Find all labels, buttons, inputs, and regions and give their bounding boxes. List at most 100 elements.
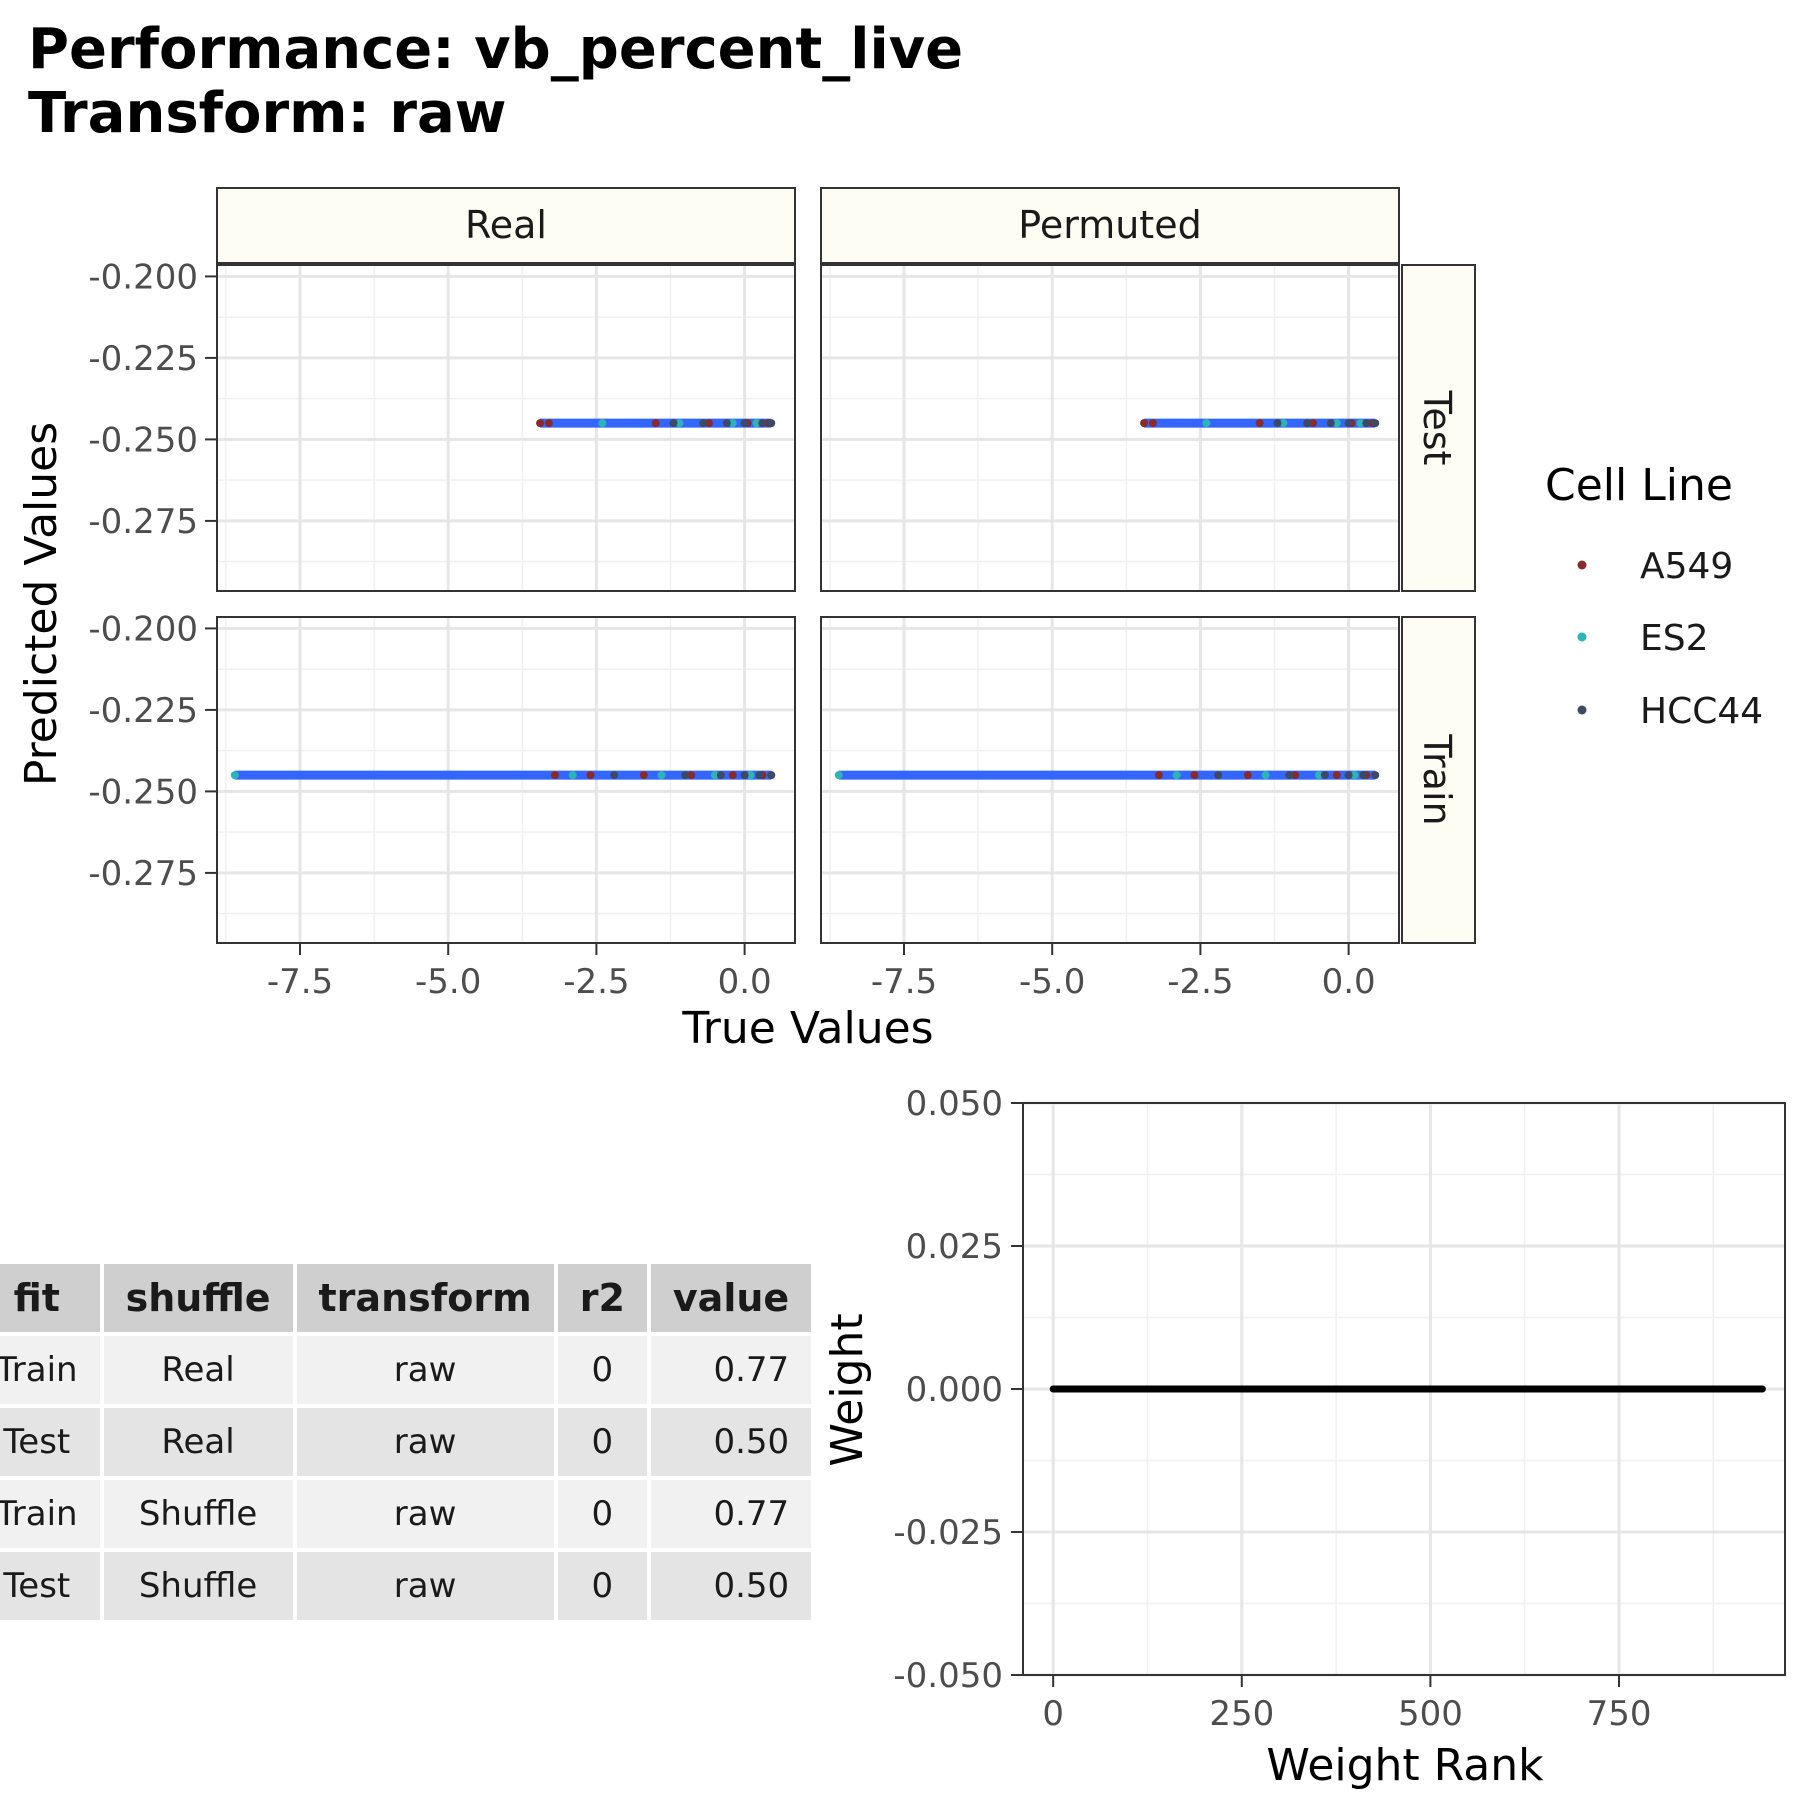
- data-point: [1279, 419, 1288, 428]
- x-tick-label: 0.0: [1322, 962, 1376, 1002]
- facet-panels: [216, 264, 1400, 944]
- weight-plot: 0.050 0.025 0.000 -0.025 -0.050 0 250 500 750: [893, 1084, 1786, 1734]
- legend-label-hcc44: HCC44: [1640, 691, 1763, 732]
- column-header-value: value: [650, 1264, 812, 1332]
- data-point: [536, 419, 545, 428]
- table-row: Test Real raw 0 0.50: [0, 1408, 812, 1476]
- data-point: [1285, 771, 1294, 780]
- data-point: [1362, 419, 1371, 428]
- series-hcc44: [1273, 419, 1380, 428]
- data-point: [728, 771, 737, 780]
- data-point: [699, 419, 708, 428]
- cell-transform: raw: [296, 1408, 554, 1476]
- cell-value: 0.50: [650, 1408, 812, 1476]
- legend-label-a549: A549: [1640, 546, 1733, 587]
- data-point: [1344, 771, 1353, 780]
- cell-value: 0.77: [650, 1480, 812, 1548]
- series-es2: [598, 419, 761, 428]
- panel-border: [216, 264, 796, 592]
- series-hcc44: [669, 419, 776, 428]
- panel-border: [216, 616, 796, 944]
- cell-fit: Test: [0, 1552, 100, 1620]
- data-point: [1344, 419, 1353, 428]
- column-header-transform: transform: [296, 1264, 554, 1332]
- legend-item-es2: ES2: [1577, 618, 1709, 659]
- x-tick-label: -5.0: [415, 962, 481, 1002]
- x-tick-label: -7.5: [871, 962, 937, 1002]
- cell-shuffle: Real: [103, 1336, 293, 1404]
- legend-key-hcc44: [1577, 705, 1587, 715]
- title-line-1: Performance: vb_percent_live: [28, 17, 964, 82]
- x-tick-label: 0.0: [718, 962, 772, 1002]
- panel-real-train: [216, 616, 796, 944]
- data-point: [1326, 419, 1335, 428]
- data-point: [669, 419, 678, 428]
- y-tick-label: -0.050: [893, 1656, 1003, 1696]
- series-a549: [1154, 771, 1371, 780]
- y-tick-label: 0.050: [906, 1084, 1003, 1124]
- legend-item-a549: A549: [1577, 546, 1733, 587]
- x-tick-label: -2.5: [563, 962, 629, 1002]
- cell-transform: raw: [296, 1480, 554, 1548]
- data-point: [755, 771, 764, 780]
- data-point: [230, 771, 239, 780]
- data-point: [1190, 771, 1199, 780]
- cell-value: 0.77: [650, 1336, 812, 1404]
- series-es2: [834, 771, 1359, 780]
- legend-item-hcc44: HCC44: [1577, 691, 1763, 732]
- data-point: [568, 771, 577, 780]
- data-point: [1332, 419, 1341, 428]
- facet-label-test: Test: [1415, 390, 1459, 466]
- cell-shuffle: Real: [103, 1408, 293, 1476]
- series-es2: [1202, 419, 1365, 428]
- cell-transform: raw: [296, 1336, 554, 1404]
- y-tick-label: -0.250: [88, 772, 198, 812]
- table-row: Train Real raw 0 0.77: [0, 1336, 812, 1404]
- data-point: [767, 771, 776, 780]
- panel-permuted-test: [820, 264, 1400, 592]
- facet-strip-real: Real: [216, 187, 796, 264]
- cell-fit: Train: [0, 1480, 100, 1548]
- x-tick-label: 250: [1209, 1694, 1274, 1734]
- data-point: [1332, 771, 1341, 780]
- data-point: [1371, 419, 1380, 428]
- data-point: [1350, 771, 1359, 780]
- table-row: Train Shuffle raw 0 0.77: [0, 1480, 812, 1548]
- data-point: [722, 419, 731, 428]
- data-point: [752, 419, 761, 428]
- cell-r2: 0: [557, 1408, 647, 1476]
- data-point: [1320, 771, 1329, 780]
- x-tick-label: -2.5: [1167, 962, 1233, 1002]
- cell-r2: 0: [557, 1480, 647, 1548]
- data-point: [550, 771, 559, 780]
- column-header-r2: r2: [557, 1264, 647, 1332]
- y-tick-label: -0.200: [88, 257, 198, 297]
- y-tick-label: -0.275: [88, 502, 198, 542]
- series-hcc44: [1214, 771, 1380, 780]
- legend-title: Cell Line: [1545, 460, 1733, 511]
- y-tick-label: 0.000: [906, 1370, 1003, 1410]
- data-point: [834, 771, 843, 780]
- panel-real-test: [216, 264, 796, 592]
- data-point: [1243, 771, 1252, 780]
- data-point: [598, 419, 607, 428]
- data-point: [1214, 771, 1223, 780]
- data-point: [1154, 771, 1163, 780]
- cell-transform: raw: [296, 1552, 554, 1620]
- data-point: [1140, 419, 1149, 428]
- data-point: [639, 771, 648, 780]
- data-point: [705, 419, 714, 428]
- data-point: [1371, 771, 1380, 780]
- chart-title: Performance: vb_percent_live Transform: …: [28, 18, 963, 146]
- data-point: [746, 771, 755, 780]
- data-point: [1359, 771, 1368, 780]
- data-point: [1172, 771, 1181, 780]
- performance-table: fit shuffle transform r2 value Train Rea…: [0, 1260, 815, 1624]
- data-point: [1255, 419, 1264, 428]
- facet-label-train: Train: [1415, 733, 1459, 825]
- data-point: [1303, 419, 1312, 428]
- panel-border: [820, 264, 1400, 592]
- y-tick-label: -0.225: [88, 691, 198, 731]
- data-point: [1202, 419, 1211, 428]
- data-point: [1261, 771, 1270, 780]
